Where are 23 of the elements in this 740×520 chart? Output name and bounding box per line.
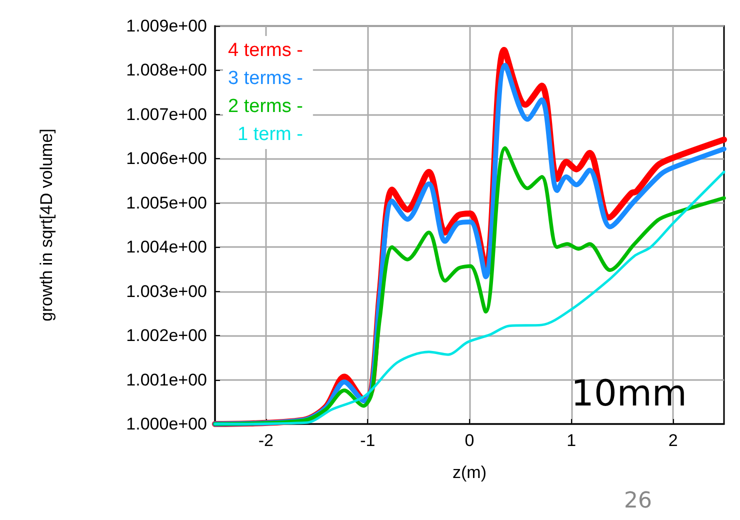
- y-tick-label: 1.005e+00: [126, 193, 207, 212]
- x-tick-label: 0: [464, 431, 474, 450]
- y-axis-title: growth in sqrt[4D volume]: [37, 128, 56, 322]
- y-tick-label: 1.003e+00: [126, 282, 207, 301]
- y-tick-label: 1.007e+00: [126, 104, 207, 124]
- text: 3 terms -: [228, 68, 303, 89]
- y-tick-label: 1.000e+00: [126, 414, 207, 434]
- y-tick-label: 1.009e+00: [126, 16, 207, 36]
- x-tick-label: 1: [566, 431, 576, 450]
- x-tick-label: 2: [668, 431, 678, 450]
- y-tick-label: 1.001e+00: [126, 370, 207, 390]
- annotation: 10mm: [571, 374, 688, 414]
- x-tick-label: -2: [258, 431, 274, 450]
- y-tick-label: 1.006e+00: [126, 149, 207, 168]
- y-tick-label: 1.008e+00: [126, 60, 207, 80]
- x-axis-title: z(m): [452, 463, 486, 482]
- text: 2 terms -: [228, 96, 303, 117]
- y-tick-label: 1.002e+00: [126, 326, 207, 346]
- x-tick-label: -1: [360, 431, 376, 450]
- text: 26: [624, 488, 652, 514]
- y-tick-label: 1.004e+00: [126, 238, 207, 257]
- text: 1 term -: [238, 124, 303, 145]
- text: 4 terms -: [228, 40, 303, 61]
